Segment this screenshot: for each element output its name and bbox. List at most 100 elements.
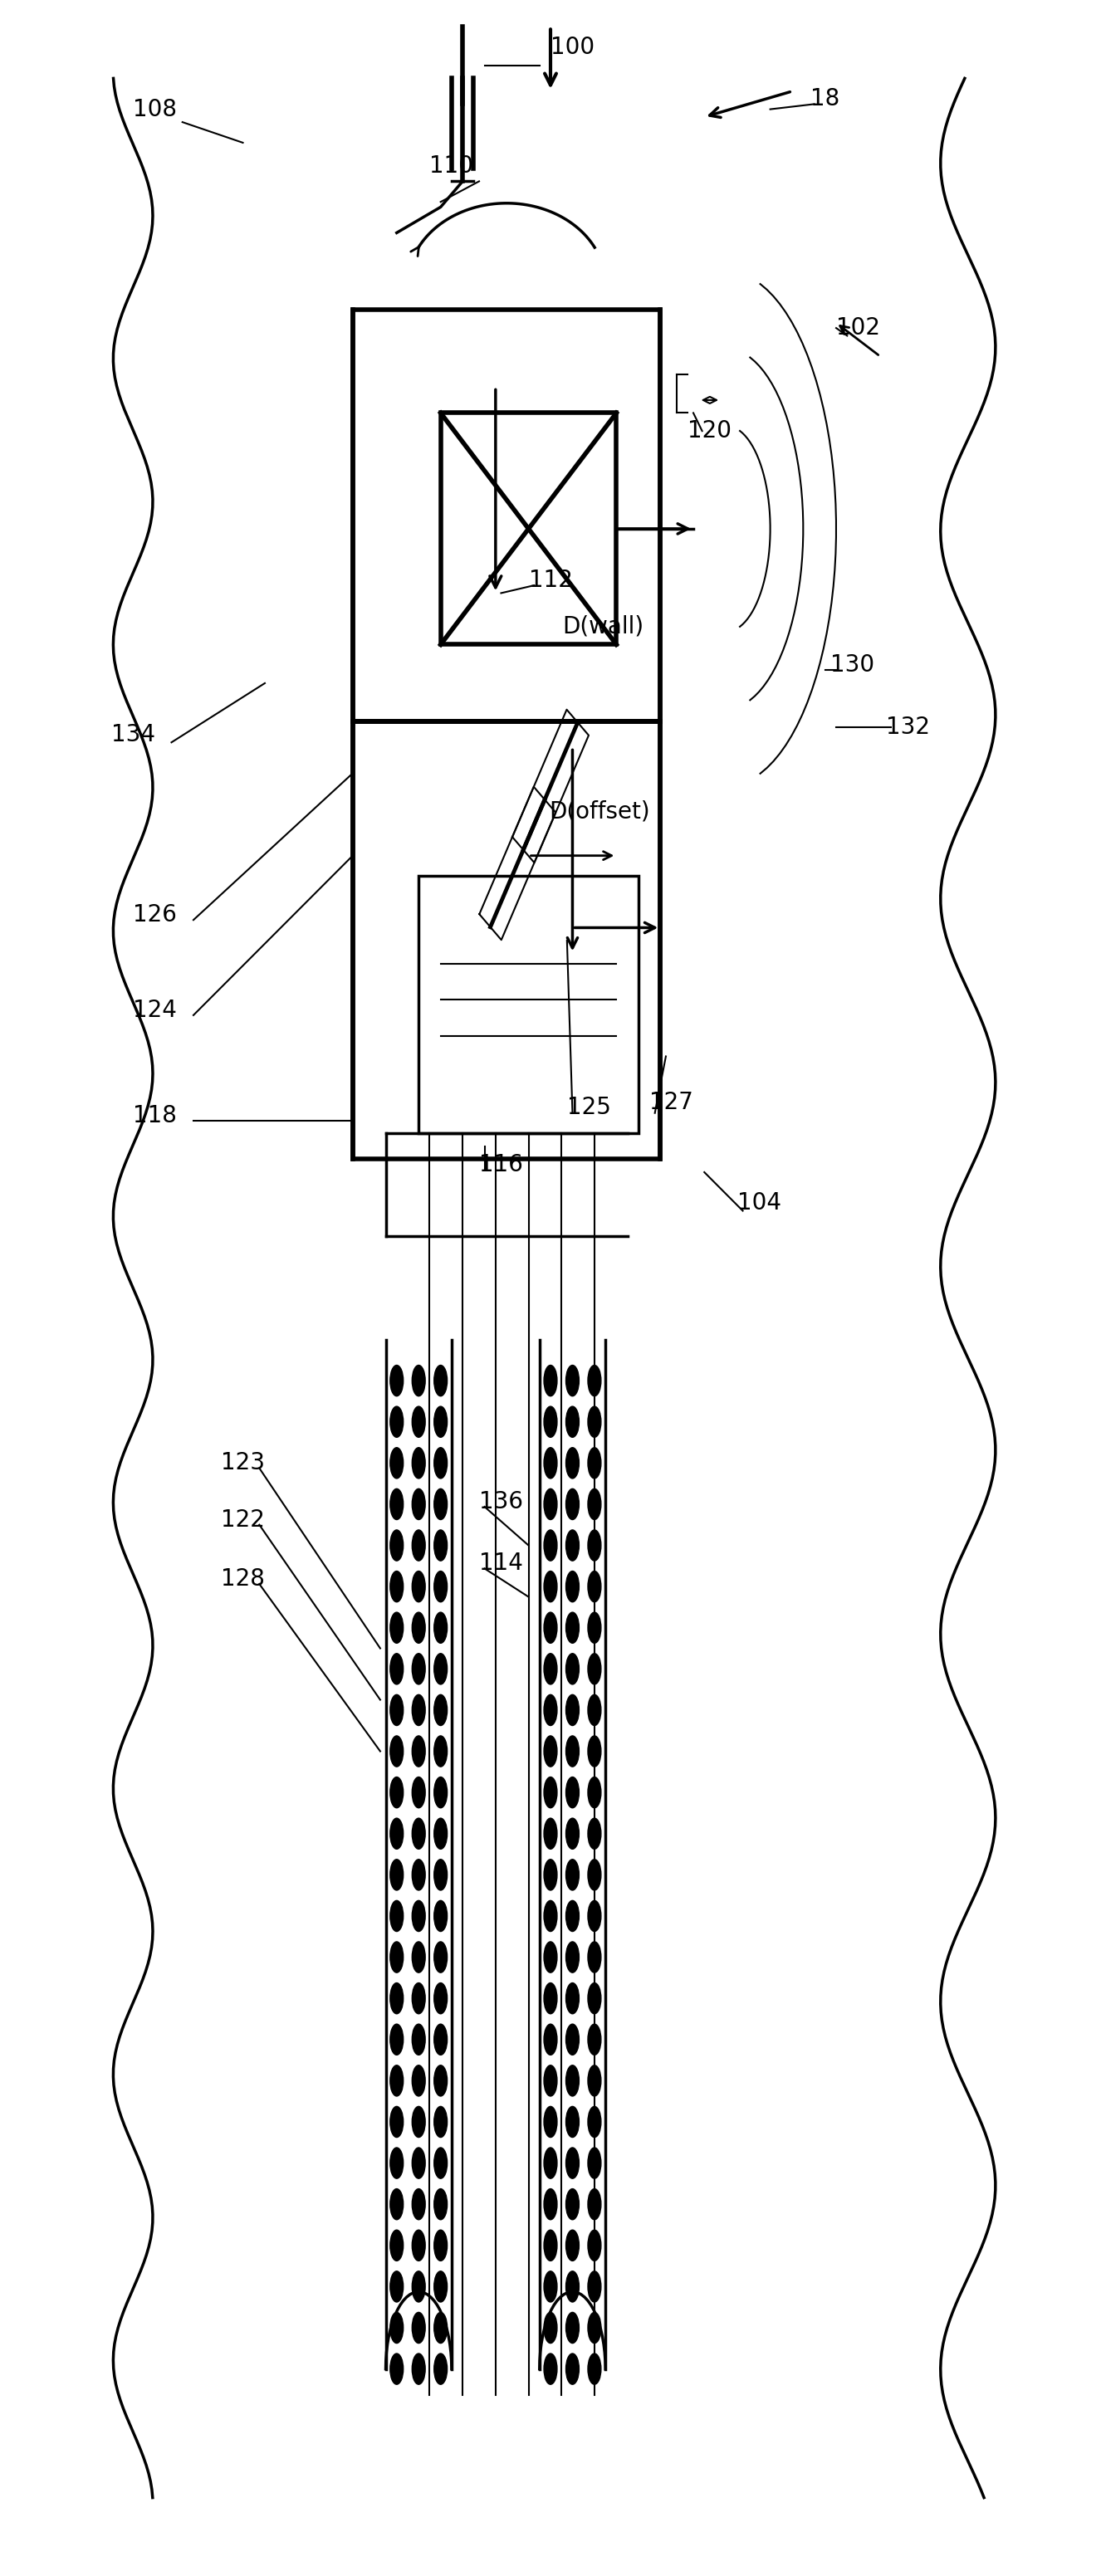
Circle shape [544, 2190, 557, 2221]
Text: 112: 112 [528, 569, 573, 592]
Circle shape [390, 1530, 403, 1561]
Circle shape [544, 1942, 557, 1973]
Circle shape [390, 1406, 403, 1437]
Circle shape [390, 2272, 403, 2303]
Circle shape [566, 1860, 579, 1891]
Circle shape [412, 1901, 425, 1932]
Circle shape [390, 2313, 403, 2344]
Circle shape [544, 1860, 557, 1891]
Circle shape [566, 1448, 579, 1479]
Circle shape [588, 1736, 601, 1767]
Circle shape [566, 1489, 579, 1520]
Circle shape [434, 1448, 447, 1479]
Circle shape [566, 2190, 579, 2221]
Circle shape [390, 1777, 403, 1808]
Circle shape [412, 1406, 425, 1437]
Circle shape [412, 1448, 425, 1479]
Circle shape [566, 1571, 579, 1602]
Circle shape [412, 1860, 425, 1891]
Text: 134: 134 [111, 724, 155, 747]
Circle shape [566, 1942, 579, 1973]
Circle shape [588, 2190, 601, 2221]
Circle shape [566, 1530, 579, 1561]
Circle shape [434, 1942, 447, 1973]
Circle shape [544, 1571, 557, 1602]
Circle shape [544, 2025, 557, 2056]
Circle shape [434, 2025, 447, 2056]
Text: 132: 132 [885, 716, 929, 739]
Circle shape [390, 1571, 403, 1602]
Circle shape [412, 1942, 425, 1973]
Circle shape [412, 2231, 425, 2262]
Circle shape [434, 2231, 447, 2262]
Circle shape [434, 2190, 447, 2221]
Text: 123: 123 [221, 1450, 265, 1473]
Circle shape [544, 2231, 557, 2262]
Circle shape [412, 2107, 425, 2138]
Circle shape [412, 1530, 425, 1561]
Circle shape [566, 1406, 579, 1437]
Circle shape [412, 1654, 425, 1685]
Circle shape [588, 2107, 601, 2138]
Circle shape [566, 2107, 579, 2138]
Circle shape [544, 1489, 557, 1520]
Circle shape [588, 1942, 601, 1973]
Circle shape [566, 2354, 579, 2385]
Circle shape [588, 2313, 601, 2344]
Circle shape [412, 2272, 425, 2303]
Circle shape [566, 1901, 579, 1932]
Circle shape [434, 1984, 447, 2014]
Text: 108: 108 [133, 98, 177, 121]
Circle shape [390, 1819, 403, 1850]
Circle shape [390, 1365, 403, 1396]
Circle shape [412, 2066, 425, 2097]
Circle shape [390, 1984, 403, 2014]
Circle shape [588, 1406, 601, 1437]
Text: 18: 18 [810, 88, 840, 111]
Circle shape [588, 2066, 601, 2097]
Text: 136: 136 [479, 1489, 523, 1512]
Circle shape [544, 1613, 557, 1643]
Circle shape [544, 2066, 557, 2097]
Circle shape [544, 1654, 557, 1685]
Circle shape [566, 2025, 579, 2056]
Text: 122: 122 [221, 1507, 265, 1530]
Circle shape [566, 1365, 579, 1396]
Circle shape [412, 1984, 425, 2014]
Text: D(offset): D(offset) [549, 801, 651, 824]
Circle shape [390, 1448, 403, 1479]
Circle shape [412, 2190, 425, 2221]
Text: D(wall): D(wall) [563, 616, 644, 639]
Circle shape [390, 2107, 403, 2138]
Circle shape [434, 2107, 447, 2138]
Circle shape [412, 1365, 425, 1396]
Circle shape [566, 2313, 579, 2344]
Text: 110: 110 [429, 155, 473, 178]
Circle shape [412, 1489, 425, 1520]
Circle shape [544, 1984, 557, 2014]
Circle shape [566, 1984, 579, 2014]
Circle shape [390, 2354, 403, 2385]
Circle shape [588, 2148, 601, 2179]
Circle shape [566, 1695, 579, 1726]
Circle shape [544, 1736, 557, 1767]
Circle shape [588, 1365, 601, 1396]
Circle shape [412, 2025, 425, 2056]
Text: 100: 100 [550, 36, 595, 59]
Circle shape [544, 2354, 557, 2385]
Circle shape [434, 1613, 447, 1643]
Text: 128: 128 [221, 1566, 265, 1589]
Circle shape [434, 1736, 447, 1767]
Circle shape [390, 1901, 403, 1932]
Circle shape [412, 1819, 425, 1850]
Circle shape [390, 2148, 403, 2179]
Circle shape [544, 1406, 557, 1437]
Circle shape [588, 1860, 601, 1891]
Circle shape [390, 2066, 403, 2097]
Circle shape [434, 1860, 447, 1891]
Circle shape [434, 1406, 447, 1437]
Circle shape [566, 1654, 579, 1685]
Circle shape [566, 2148, 579, 2179]
Text: 124: 124 [133, 999, 177, 1023]
Circle shape [544, 1777, 557, 1808]
